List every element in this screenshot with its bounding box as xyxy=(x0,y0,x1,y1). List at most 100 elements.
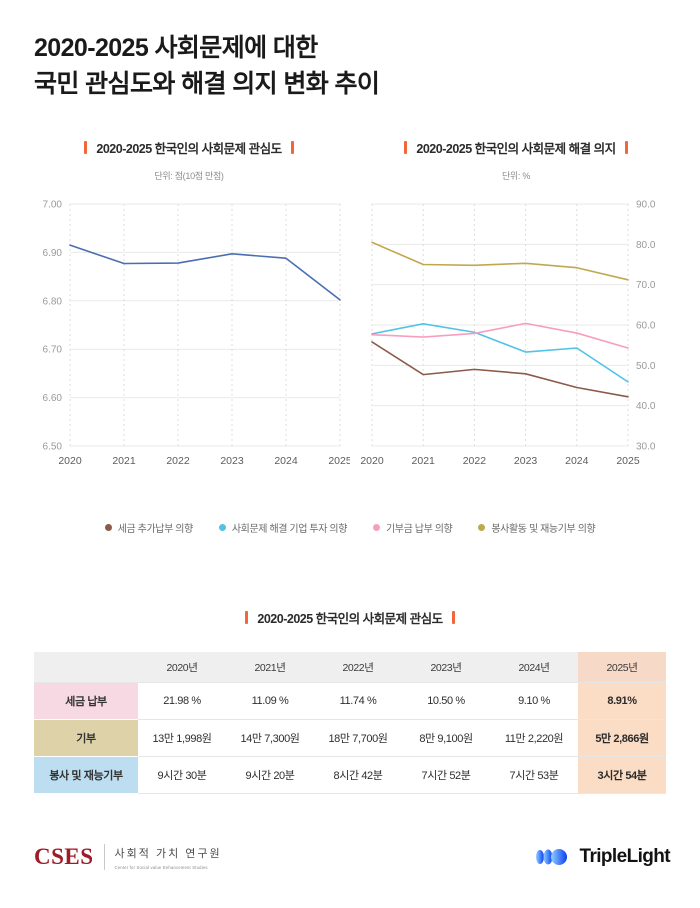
legend-item-2: 기부금 납부 의향 xyxy=(373,520,453,535)
table-row-label: 세금 납부 xyxy=(34,682,138,720)
tick-bar-right-icon xyxy=(451,611,455,624)
svg-text:6.60: 6.60 xyxy=(43,393,63,404)
svg-text:90.0: 90.0 xyxy=(636,200,656,211)
chart-interest-svg: 6.50 6.60 6.70 6.80 6.90 7.00 2020 2021 2022 2023… xyxy=(43,200,350,468)
cses-korean-name: 사회적 가치 연구원 xyxy=(114,848,222,860)
table-cell: 7시간 53분 xyxy=(490,756,578,794)
table-col-header-2025년: 2025년 xyxy=(578,652,666,683)
svg-text:2023: 2023 xyxy=(220,455,244,467)
table-row-label: 기부 xyxy=(34,719,138,757)
tick-bar-right-icon xyxy=(290,141,294,154)
legend-dot-icon xyxy=(478,524,486,531)
legend-dot-icon xyxy=(218,524,226,531)
table-header-row: 2020년 2021년 2022년 2023년 2024년 2025년 xyxy=(34,652,666,683)
chart-willingness-svg: 30.0 40.0 50.0 60.0 70.0 80.0 90.0 2020 2021 2022… xyxy=(360,200,656,468)
title-line-1: 2020-2025 사회문제에 대한 xyxy=(34,34,318,62)
legend-item-1: 사회문제 해결 기업 투자 의향 xyxy=(218,520,348,535)
svg-text:2020: 2020 xyxy=(360,455,384,467)
chart-interest-title: 2020-2025 한국인의 사회문제 관심도 xyxy=(96,142,282,156)
table-cell: 8만 9,100원 xyxy=(402,719,490,757)
chart-willingness-header: 2020-2025 한국인의 사회문제 해결 의지 단위: % xyxy=(360,138,672,182)
legend-item-label: 기부금 납부 의향 xyxy=(386,524,453,535)
table-cell: 18만 7,700원 xyxy=(314,719,402,757)
svg-text:50.0: 50.0 xyxy=(636,361,656,372)
chart-legend: 세금 추가납부 의향 사회문제 해결 기업 투자 의향 기부금 납부 의향 봉사활동 … xyxy=(0,520,700,535)
triplelight-wordmark: TripleLight xyxy=(579,846,670,867)
svg-text:30.0: 30.0 xyxy=(636,442,656,453)
table-title: 2020-2025 한국인의 사회문제 관심도 xyxy=(257,612,443,626)
chart-interest-plot: 6.50 6.60 6.70 6.80 6.90 7.00 2020 2021 2022 2023… xyxy=(28,194,350,484)
table-cell: 9시간 30분 xyxy=(138,756,226,794)
table-cell: 7시간 52분 xyxy=(402,756,490,794)
table-col-header-2020년: 2020년 xyxy=(138,652,226,683)
svg-text:60.0: 60.0 xyxy=(636,321,656,332)
triplelight-logo: TripleLight xyxy=(534,846,671,868)
svg-text:2022: 2022 xyxy=(463,455,487,467)
tick-bar-left-icon xyxy=(84,141,88,154)
chart-willingness: 2020-2025 한국인의 사회문제 해결 의지 단위: % 30.0 40.0… xyxy=(360,138,672,484)
data-table: 2020년 2021년 2022년 2023년 2024년 2025년 세금 납부 21.9… xyxy=(34,652,666,794)
table-row: 세금 납부 21.98 % 11.09 % 11.74 % 10.50 % 9.10 % 8… xyxy=(34,682,666,720)
cses-divider xyxy=(103,844,105,870)
table-cell: 11만 2,220원 xyxy=(490,719,578,757)
legend-dot-icon xyxy=(104,524,112,531)
svg-text:70.0: 70.0 xyxy=(636,280,656,291)
cses-logo: CSES 사회적 가치 연구원 Center for Social value … xyxy=(34,844,222,870)
legend-item-label: 봉사활동 및 재능기부 의향 xyxy=(491,524,596,535)
chart-interest-header: 2020-2025 한국인의 사회문제 관심도 단위: 점(10점 만점) xyxy=(28,138,350,182)
svg-text:2021: 2021 xyxy=(112,455,136,467)
table-cell: 14만 7,300원 xyxy=(226,719,314,757)
table-cell: 9.10 % xyxy=(490,682,578,720)
chart-interest-unit: 단위: 점(10점 만점) xyxy=(154,171,224,181)
tick-bar-left-icon xyxy=(404,141,408,154)
svg-text:2021: 2021 xyxy=(412,455,436,467)
table-cell: 8시간 42분 xyxy=(314,756,402,794)
table-col-header-2022년: 2022년 xyxy=(314,652,402,683)
chart-willingness-unit: 단위: % xyxy=(501,171,531,181)
table-col-header-2024년: 2024년 xyxy=(490,652,578,683)
tick-bar-left-icon xyxy=(245,611,249,624)
svg-text:6.80: 6.80 xyxy=(43,296,63,307)
legend-item-3: 봉사활동 및 재능기부 의향 xyxy=(478,520,596,535)
table-cell: 8.91% xyxy=(578,682,666,720)
chart-willingness-title: 2020-2025 한국인의 사회문제 해결 의지 xyxy=(416,142,616,156)
table-cell: 10.50 % xyxy=(402,682,490,720)
svg-text:2022: 2022 xyxy=(166,455,190,467)
page-title: 2020-2025 사회문제에 대한 국민 관심도와 해결 의지 변화 추이 xyxy=(34,30,380,102)
legend-dot-icon xyxy=(373,524,380,531)
chart-interest-title-row: 2020-2025 한국인의 사회문제 관심도 xyxy=(84,138,294,157)
chart-interest: 2020-2025 한국인의 사회문제 관심도 단위: 점(10점 만점) 6.… xyxy=(28,138,350,484)
svg-text:6.90: 6.90 xyxy=(43,248,63,259)
legend-item-0: 세금 추가납부 의향 xyxy=(104,520,194,535)
cses-wordmark: CSES xyxy=(34,844,94,869)
svg-text:2024: 2024 xyxy=(274,455,298,467)
table-cell: 5만 2,866원 xyxy=(578,719,666,757)
footer: CSES 사회적 가치 연구원 Center for Social value … xyxy=(0,838,700,894)
table-row: 봉사 및 재능기부 9시간 30분 9시간 20분 8시간 42분 7시간 52분 7시간… xyxy=(34,756,666,794)
title-line-2: 국민 관심도와 해결 의지 변화 추이 xyxy=(34,70,380,98)
legend-item-label: 사회문제 해결 기업 투자 의향 xyxy=(231,524,348,535)
table-corner-cell xyxy=(34,652,138,683)
tick-bar-right-icon xyxy=(624,141,628,154)
table-cell: 9시간 20분 xyxy=(226,756,314,794)
table-cell: 13만 1,998원 xyxy=(138,719,226,757)
table-row: 기부 13만 1,998원 14만 7,300원 18만 7,700원 8만 9,100… xyxy=(34,719,666,757)
svg-text:2023: 2023 xyxy=(514,455,538,467)
chart-willingness-title-row: 2020-2025 한국인의 사회문제 해결 의지 xyxy=(404,138,628,157)
legend-item-label: 세금 추가납부 의향 xyxy=(117,524,194,535)
svg-text:7.00: 7.00 xyxy=(43,200,63,211)
table-cell: 11.09 % xyxy=(226,682,314,720)
table-cell: 11.74 % xyxy=(314,682,402,720)
svg-text:40.0: 40.0 xyxy=(636,401,656,412)
table-cell: 3시간 54분 xyxy=(578,756,666,794)
svg-text:2025: 2025 xyxy=(328,455,350,467)
svg-text:6.50: 6.50 xyxy=(43,442,63,453)
cses-english-name: Center for Social value Enhancement Stud… xyxy=(114,865,208,870)
cses-names: 사회적 가치 연구원 Center for Social value Enhan… xyxy=(115,844,222,870)
table-cell: 21.98 % xyxy=(138,682,226,720)
svg-text:2020: 2020 xyxy=(58,455,82,467)
table-title-row: 2020-2025 한국인의 사회문제 관심도 xyxy=(245,608,455,627)
table-head-row-group: 2020년 2021년 2022년 2023년 2024년 2025년 xyxy=(34,652,666,683)
svg-text:80.0: 80.0 xyxy=(636,240,656,251)
